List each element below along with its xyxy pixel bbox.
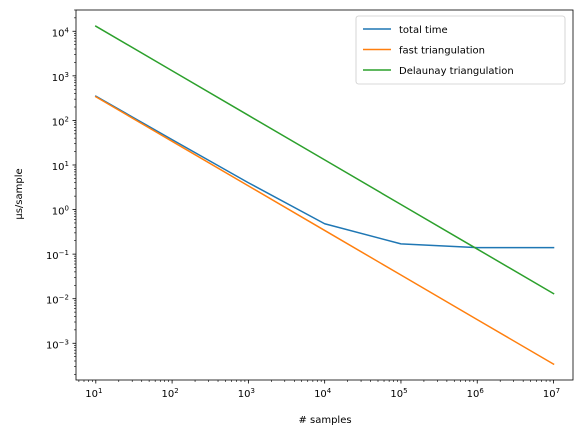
y-tick-label-4: 101: [52, 160, 69, 173]
y-axis-label: μs/sample: [14, 168, 25, 219]
legend-label-2: Delaunay triangulation: [399, 66, 514, 77]
y-tick-label-1: 10−2: [46, 294, 69, 307]
y-tick-label-7: 104: [52, 26, 70, 39]
series-layer: [94, 25, 555, 366]
legend: total time fast triangulation Delaunay tri…: [355, 15, 566, 85]
series-line-0: [94, 95, 555, 249]
y-tick-label-5: 102: [52, 115, 69, 128]
y-tick-label-0: 10−3: [46, 338, 69, 351]
x-tick-label-3: 104: [314, 387, 332, 400]
x-tick-label-1: 102: [161, 387, 178, 400]
x-tick-label-5: 106: [467, 387, 485, 400]
x-tick-label-4: 105: [390, 387, 407, 400]
legend-box: [355, 15, 566, 85]
x-tick-label-2: 103: [238, 387, 255, 400]
series-line-2: [94, 25, 555, 295]
x-tick-label-0: 101: [85, 387, 102, 400]
legend-label-1: fast triangulation: [399, 46, 485, 57]
y-tick-label-6: 103: [52, 71, 69, 84]
series-line-1: [94, 95, 555, 366]
y-tick-label-2: 10−1: [46, 249, 69, 262]
y-tick-label-3: 100: [52, 205, 69, 218]
x-axis-label: # samples: [298, 415, 351, 426]
x-tick-label-6: 107: [543, 387, 560, 400]
legend-label-0: total time: [399, 25, 448, 36]
axes-layer: 101 102 103 104 105 106 107 10−3 10−2 10−1 100 101 1…: [46, 9, 574, 400]
